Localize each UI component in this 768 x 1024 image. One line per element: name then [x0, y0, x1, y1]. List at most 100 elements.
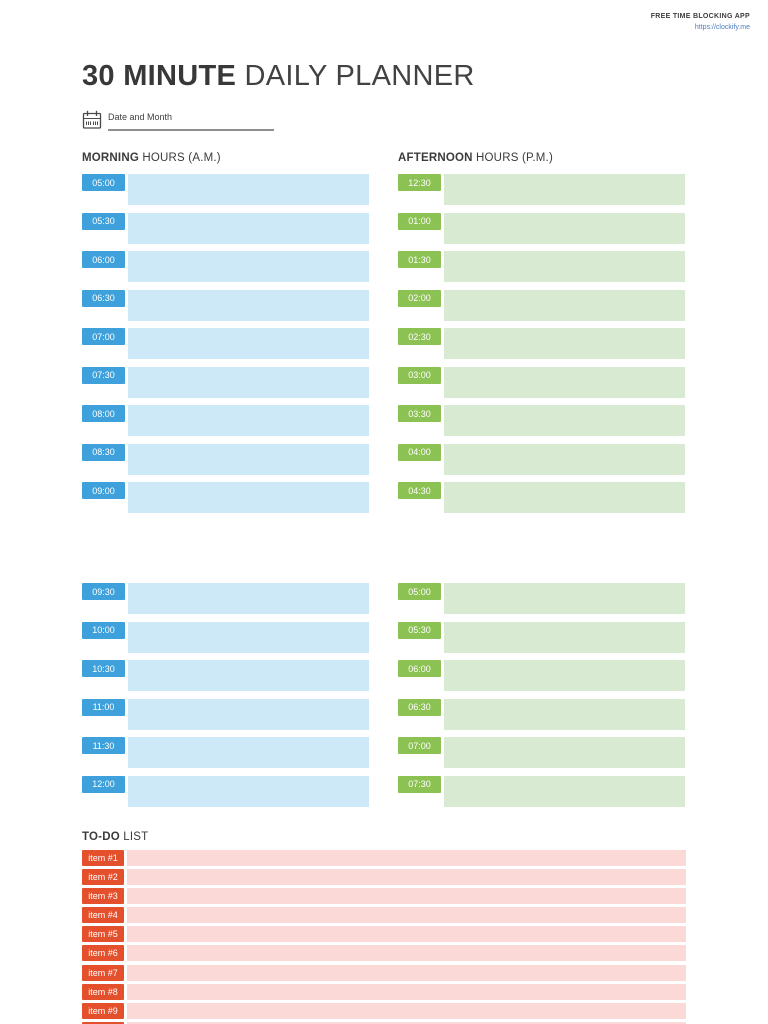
- time-row: 04:30: [398, 482, 685, 513]
- todo-field: [127, 1021, 686, 1024]
- time-slot-field: [444, 443, 685, 475]
- time-slot-field: [128, 621, 369, 653]
- time-chip: 05:00: [398, 583, 441, 600]
- app-credit-label: FREE TIME BLOCKING APP: [650, 13, 750, 20]
- afternoon-column: AFTERNOON HOURS (P.M.) 12:30 01:00 01:30…: [398, 152, 685, 814]
- time-chip: 05:30: [82, 212, 125, 230]
- time-row: 01:30: [398, 251, 685, 282]
- time-slot-field: [444, 775, 685, 807]
- time-chip: 04:00: [398, 443, 441, 461]
- time-chip: 07:30: [398, 775, 441, 793]
- time-chip: 06:00: [398, 660, 441, 677]
- todo-row: item #8: [82, 983, 686, 1000]
- time-row: 03:00: [398, 366, 685, 398]
- todo-field: [127, 850, 686, 866]
- app-url-link[interactable]: https://clockify.me: [694, 24, 750, 31]
- calendar-icon: [82, 110, 102, 129]
- todo-row: item #1: [82, 850, 686, 866]
- time-slot-field: [444, 174, 685, 205]
- time-slot-field: [128, 289, 369, 321]
- time-chip: 03:00: [398, 366, 441, 384]
- time-row: 08:30: [82, 443, 369, 475]
- time-row: 01:00: [398, 212, 685, 244]
- date-underline: [108, 129, 274, 131]
- time-slot-field: [128, 212, 369, 244]
- todo-chip: item #10: [82, 1021, 124, 1024]
- morning-heading-rest: HOURS (A.M.): [138, 152, 221, 164]
- time-slot-field: [128, 251, 369, 282]
- time-row: 06:00: [398, 660, 685, 691]
- time-row: 04:00: [398, 443, 685, 475]
- time-chip: 11:30: [82, 737, 125, 754]
- time-slot-field: [128, 775, 369, 807]
- todo-row: item #9: [82, 1002, 686, 1019]
- page-title-regular: DAILY PLANNER: [244, 60, 475, 92]
- time-slot-field: [444, 212, 685, 244]
- todo-row: item #2: [82, 869, 686, 886]
- todo-section: TO-DO LIST item #1 item #2 item #3 item …: [82, 831, 686, 1024]
- time-row: 09:00: [82, 482, 369, 513]
- morning-column: MORNING HOURS (A.M.) 05:00 05:30 06:00 0…: [82, 152, 369, 814]
- time-chip: 07:00: [82, 328, 125, 345]
- todo-heading-bold: TO-DO: [82, 831, 120, 843]
- time-chip: 05:30: [398, 621, 441, 639]
- todo-row: item #5: [82, 926, 686, 943]
- time-chip: 10:30: [82, 660, 125, 677]
- afternoon-heading: AFTERNOON HOURS (P.M.): [398, 152, 685, 174]
- time-row: 10:00: [82, 621, 369, 653]
- time-chip: 08:00: [82, 405, 125, 422]
- time-chip: 05:00: [82, 174, 125, 191]
- page-title-bold: 30 MINUTE: [82, 60, 237, 92]
- todo-chip: item #5: [82, 926, 124, 943]
- todo-field: [127, 888, 686, 905]
- time-slot-field: [128, 328, 369, 359]
- time-slot-field: [444, 737, 685, 768]
- time-chip: 03:30: [398, 405, 441, 422]
- todo-chip: item #3: [82, 888, 124, 905]
- time-chip: 10:00: [82, 621, 125, 639]
- todo-field: [127, 964, 686, 981]
- time-row: 07:00: [82, 328, 369, 359]
- todo-heading-rest: LIST: [119, 831, 149, 843]
- todo-field: [127, 926, 686, 943]
- time-row: 12:30: [398, 174, 685, 205]
- time-row: 05:00: [398, 583, 685, 614]
- afternoon-block-2: 05:00 05:30 06:00 06:30 07:00 07:30: [398, 583, 685, 807]
- time-chip: 07:00: [398, 737, 441, 754]
- todo-chip: item #9: [82, 1002, 124, 1019]
- afternoon-heading-bold: AFTERNOON: [398, 152, 473, 164]
- morning-heading: MORNING HOURS (A.M.): [82, 152, 369, 174]
- time-slot-field: [444, 583, 685, 614]
- app-credit: FREE TIME BLOCKING APP https://clockify.…: [651, 13, 750, 31]
- time-chip: 04:30: [398, 482, 441, 499]
- time-slot-field: [444, 289, 685, 321]
- time-chip: 08:30: [82, 443, 125, 461]
- time-row: 06:00: [82, 251, 369, 282]
- time-row: 12:00: [82, 775, 369, 807]
- time-chip: 02:30: [398, 328, 441, 345]
- time-row: 05:00: [82, 174, 369, 205]
- todo-field: [127, 1002, 686, 1019]
- time-slot-field: [128, 174, 369, 205]
- date-label: Date and Month: [108, 112, 173, 122]
- time-row: 06:30: [82, 289, 369, 321]
- time-row: 07:00: [398, 737, 685, 768]
- time-row: 08:00: [82, 405, 369, 436]
- time-row: 07:30: [82, 366, 369, 398]
- time-slot-field: [444, 482, 685, 513]
- todo-row: item #10: [82, 1021, 686, 1024]
- time-row: 09:30: [82, 583, 369, 614]
- todo-field: [127, 945, 686, 962]
- time-row: 11:00: [82, 698, 369, 730]
- time-slot-field: [128, 698, 369, 730]
- time-chip: 12:30: [398, 174, 441, 191]
- time-chip: 01:00: [398, 212, 441, 230]
- time-row: 10:30: [82, 660, 369, 691]
- time-chip: 12:00: [82, 775, 125, 793]
- time-row: 02:30: [398, 328, 685, 359]
- time-slot-field: [128, 443, 369, 475]
- time-chip: 06:00: [82, 251, 125, 268]
- todo-list: item #1 item #2 item #3 item #4 item #5 …: [82, 850, 686, 1024]
- morning-block-1: 05:00 05:30 06:00 06:30 07:00 07:30: [82, 174, 369, 513]
